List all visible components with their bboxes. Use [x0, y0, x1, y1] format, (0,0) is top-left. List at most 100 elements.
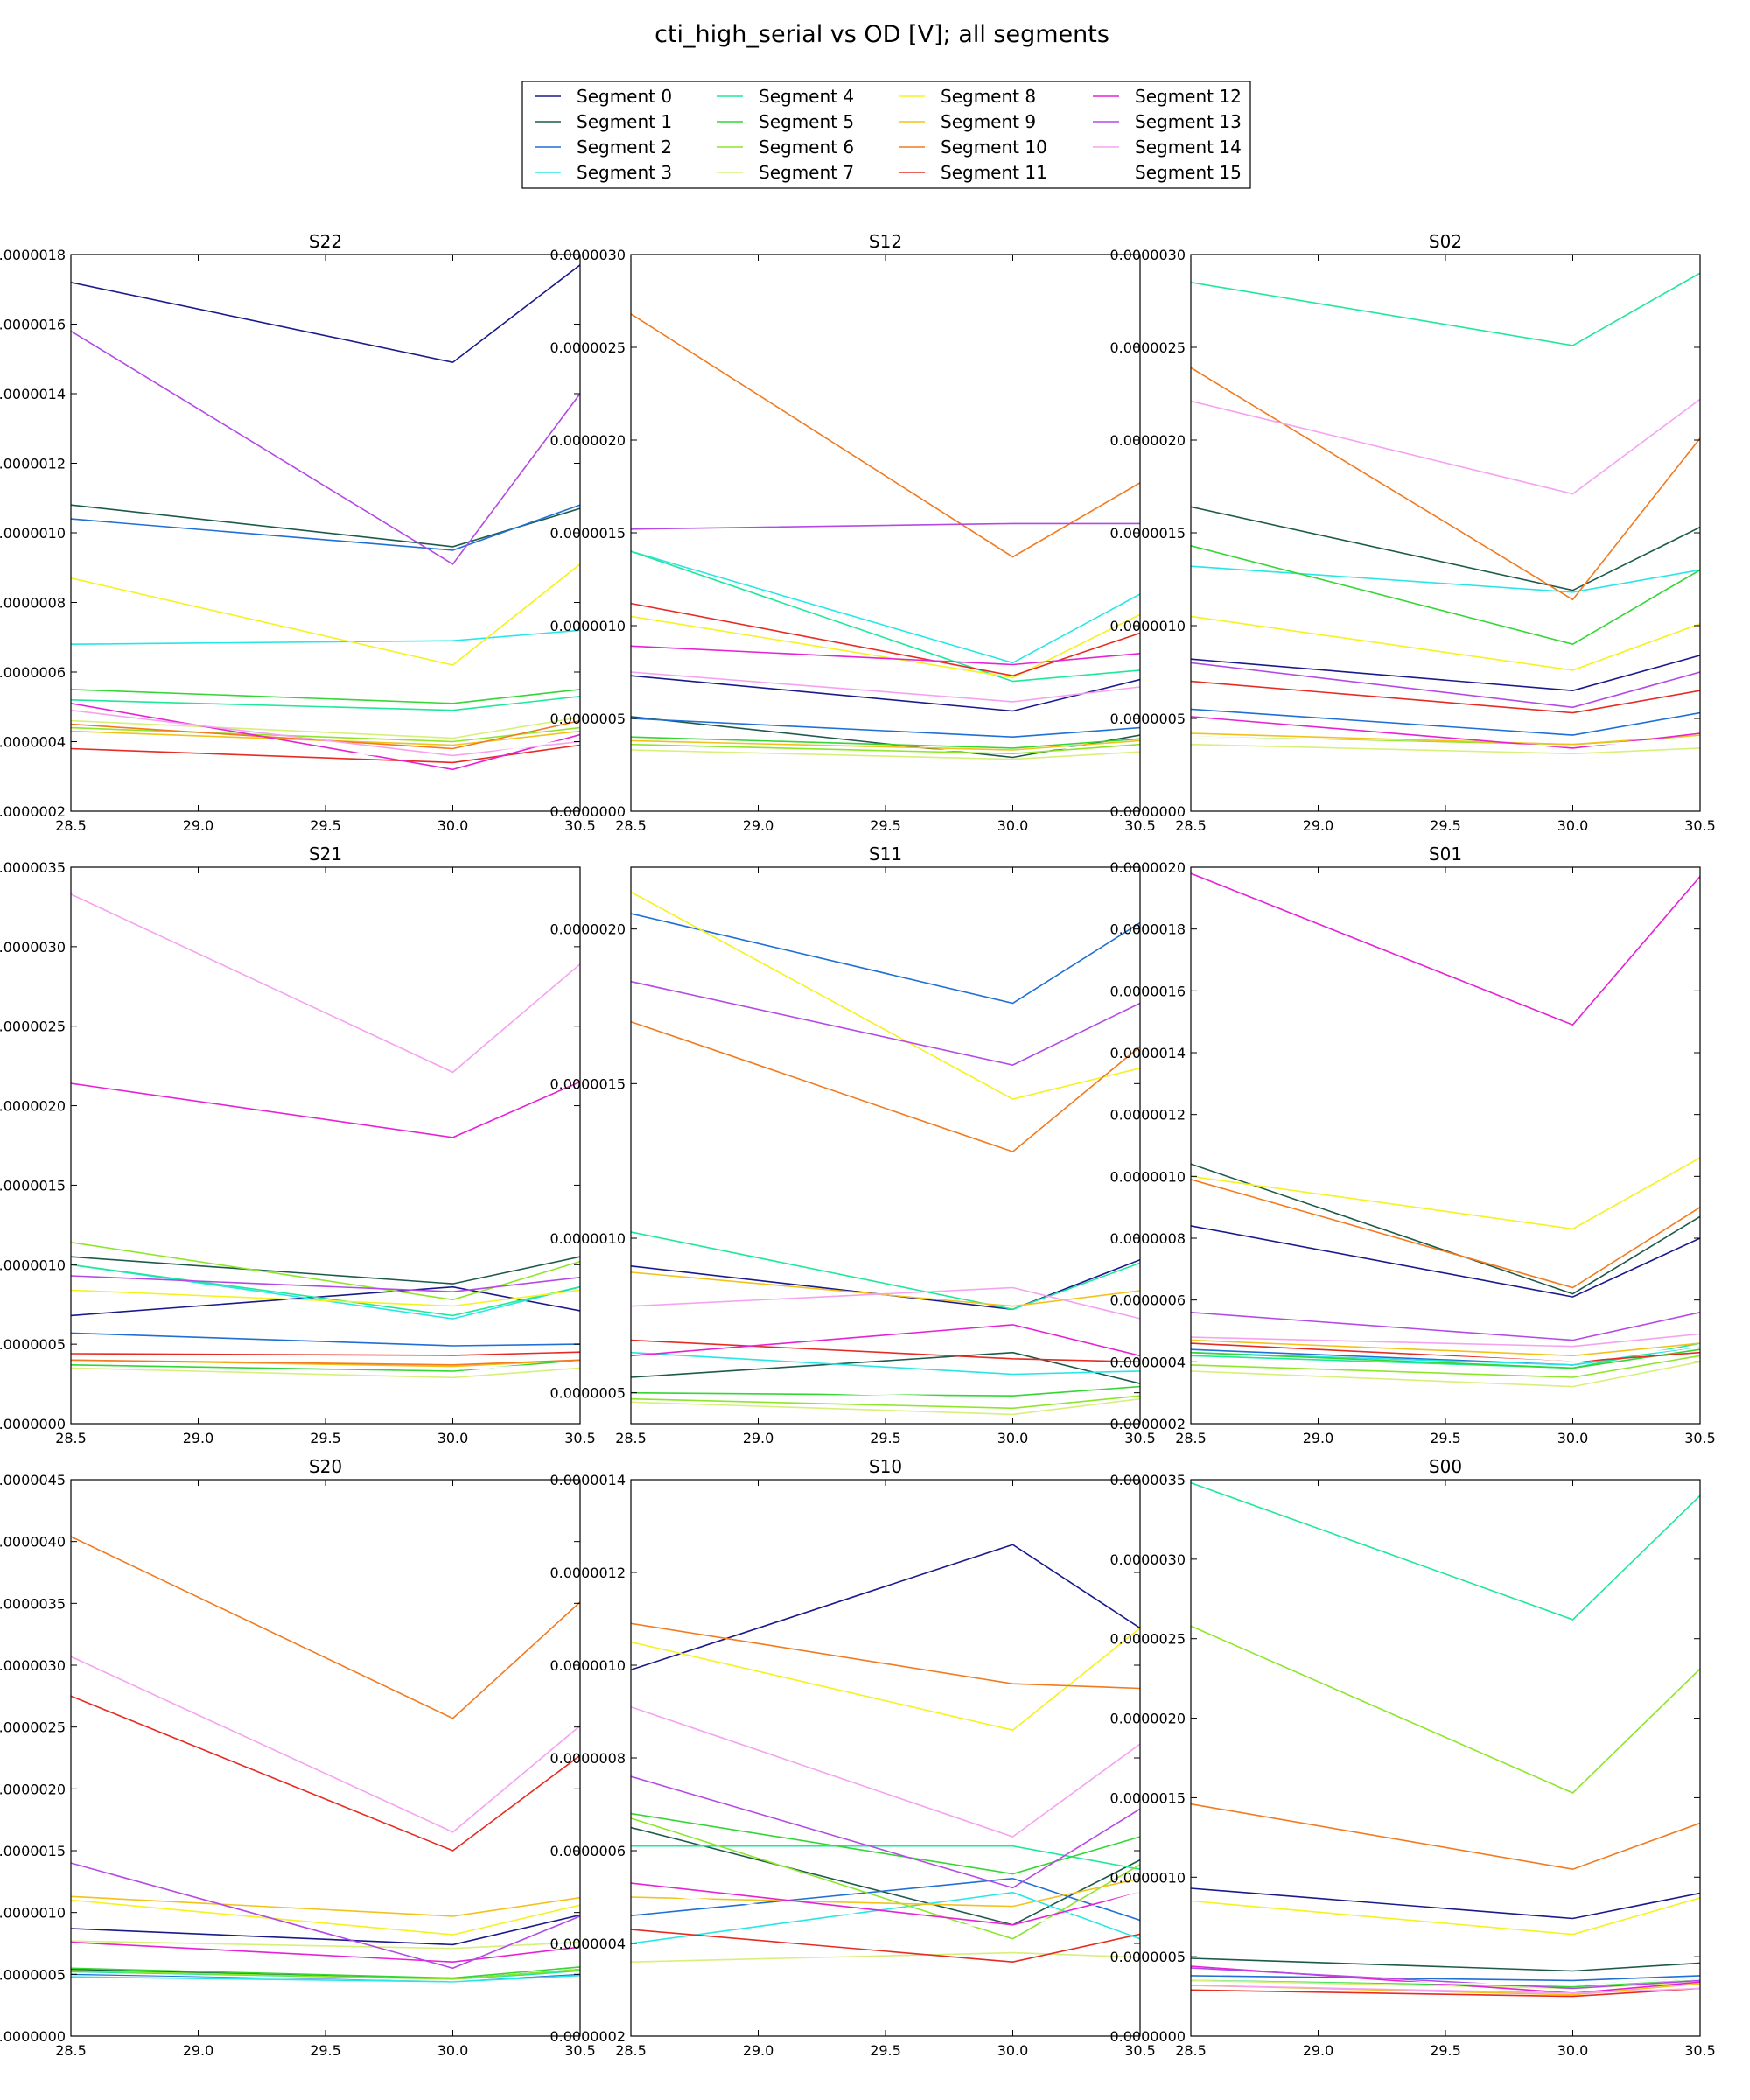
y-tick-label: 0.0000000	[1110, 2028, 1186, 2045]
series-group	[71, 1536, 580, 1983]
y-tick-label: 0.0000012	[550, 1564, 626, 1581]
series-line-segment-3	[71, 629, 580, 645]
series-line-segment-8	[1191, 1157, 1700, 1230]
y-tick-label: 0.0000016	[1110, 983, 1186, 999]
series-line-segment-7	[631, 1397, 1140, 1416]
series-line-segment-10	[71, 1359, 580, 1366]
series-line-segment-2	[71, 1332, 580, 1347]
series-line-segment-7	[71, 1367, 580, 1379]
series-line-segment-0	[1191, 1887, 1700, 1920]
y-tick-label: 0.0000030	[0, 939, 66, 956]
y-tick-label: 0.0000020	[0, 1781, 66, 1797]
y-tick-label: 0.0000025	[0, 1719, 66, 1736]
series-line-segment-5	[71, 1359, 580, 1372]
series-line-segment-7	[631, 1951, 1140, 1963]
series-line-segment-2	[631, 718, 1140, 738]
series-line-segment-14	[631, 671, 1140, 703]
panel-title: S21	[309, 844, 342, 864]
series-line-segment-1	[71, 1256, 580, 1284]
x-tick-label: 29.5	[870, 2042, 901, 2059]
series-line-segment-15	[631, 1891, 1140, 1930]
legend-entry-segment-4: Segment 4	[717, 86, 854, 107]
series-line-segment-7	[1191, 743, 1700, 755]
x-tick-label: 30.5	[564, 817, 596, 834]
legend-entry-segment-8: Segment 8	[899, 86, 1036, 107]
y-tick-label: 0.0000015	[550, 525, 626, 542]
x-tick-label: 29.5	[1430, 817, 1461, 834]
y-tick-label: 0.0000012	[0, 456, 66, 472]
series-line-segment-6	[1191, 1354, 1700, 1378]
x-tick-label: 30.5	[1684, 817, 1716, 834]
series-group	[1191, 1481, 1700, 1998]
series-line-segment-10	[631, 313, 1140, 558]
series-line-segment-3	[631, 550, 1140, 664]
x-tick-label: 28.5	[615, 1430, 647, 1446]
series-group	[631, 1544, 1140, 1964]
series-line-segment-14	[1191, 1984, 1700, 1994]
y-tick-label: 0.0000002	[0, 803, 66, 820]
y-tick-label: 0.0000015	[0, 1177, 66, 1194]
x-tick-label: 30.5	[1684, 1430, 1716, 1446]
series-line-segment-0	[1191, 654, 1700, 692]
y-tick-label: 0.0000008	[0, 595, 66, 612]
y-tick-label: 0.0000020	[0, 1098, 66, 1115]
x-tick-label: 29.5	[870, 1430, 901, 1446]
x-tick-label: 29.0	[743, 817, 774, 834]
x-tick-label: 30.5	[1684, 2042, 1716, 2059]
series-line-segment-13	[1191, 1312, 1700, 1341]
legend-label: Segment 13	[1135, 111, 1242, 132]
panel-s11: S11 28.5 29.0 29.5 30.0 30.5 0.0000005 0.000001…	[550, 844, 1155, 1446]
legend-entry-segment-10: Segment 10	[899, 136, 1047, 158]
y-tick-label: 0.0000002	[1110, 1416, 1186, 1432]
y-tick-label: 0.0000010	[0, 1256, 66, 1273]
series-line-segment-13	[71, 330, 580, 565]
panel-title: S01	[1429, 844, 1462, 864]
series-line-segment-3	[71, 1264, 580, 1320]
x-tick-label: 30.0	[438, 2042, 469, 2059]
x-tick-label: 28.5	[1175, 2042, 1207, 2059]
series-line-segment-4	[1191, 1481, 1700, 1620]
y-tick-label: 0.0000010	[1110, 1869, 1186, 1886]
legend-entry-segment-1: Segment 1	[535, 111, 672, 132]
x-tick-label: 30.0	[1558, 2042, 1589, 2059]
series-line-segment-1	[631, 1351, 1140, 1384]
series-line-segment-15	[71, 737, 580, 760]
panel-s20: S20 28.5 29.0 29.5 30.0 30.5 0.0000000 0.000000…	[0, 1456, 596, 2059]
y-tick-label: 0.0000004	[1110, 1354, 1186, 1370]
series-group	[1191, 872, 1700, 1388]
legend-label: Segment 2	[577, 136, 672, 158]
legend-entry-segment-7: Segment 7	[717, 162, 854, 183]
legend-entry-segment-9: Segment 9	[899, 111, 1036, 132]
series-line-segment-0	[71, 1914, 580, 1946]
x-tick-label: 30.0	[998, 817, 1029, 834]
y-tick-label: 0.0000020	[1110, 1711, 1186, 1727]
series-line-segment-5	[71, 1966, 580, 1979]
series-line-segment-9	[71, 730, 580, 746]
y-tick-label: 0.0000015	[0, 1843, 66, 1859]
y-tick-label: 0.0000025	[0, 1018, 66, 1035]
y-tick-label: 0.0000004	[550, 1936, 626, 1952]
y-tick-label: 0.0000020	[550, 432, 626, 449]
series-line-segment-10	[1191, 367, 1700, 601]
legend-label: Segment 1	[577, 111, 672, 132]
x-tick-label: 30.0	[438, 817, 469, 834]
series-line-segment-12	[631, 1324, 1140, 1357]
series-line-segment-15	[631, 1385, 1140, 1400]
x-tick-label: 29.5	[870, 817, 901, 834]
series-line-segment-12	[1191, 716, 1700, 749]
y-tick-label: 0.0000040	[0, 1534, 66, 1550]
legend-entry-segment-11: Segment 11	[899, 162, 1047, 183]
y-tick-label: 0.0000010	[550, 1657, 626, 1674]
legend-entry-segment-0: Segment 0	[535, 86, 672, 107]
legend-label: Segment 9	[941, 111, 1036, 132]
x-tick-label: 29.5	[1430, 2042, 1461, 2059]
series-line-segment-0	[71, 1285, 580, 1317]
y-tick-label: 0.0000006	[1110, 1292, 1186, 1309]
series-line-segment-7	[71, 716, 580, 739]
x-tick-label: 29.0	[183, 2042, 214, 2059]
series-line-segment-8	[631, 891, 1140, 1100]
series-line-segment-5	[631, 736, 1140, 749]
